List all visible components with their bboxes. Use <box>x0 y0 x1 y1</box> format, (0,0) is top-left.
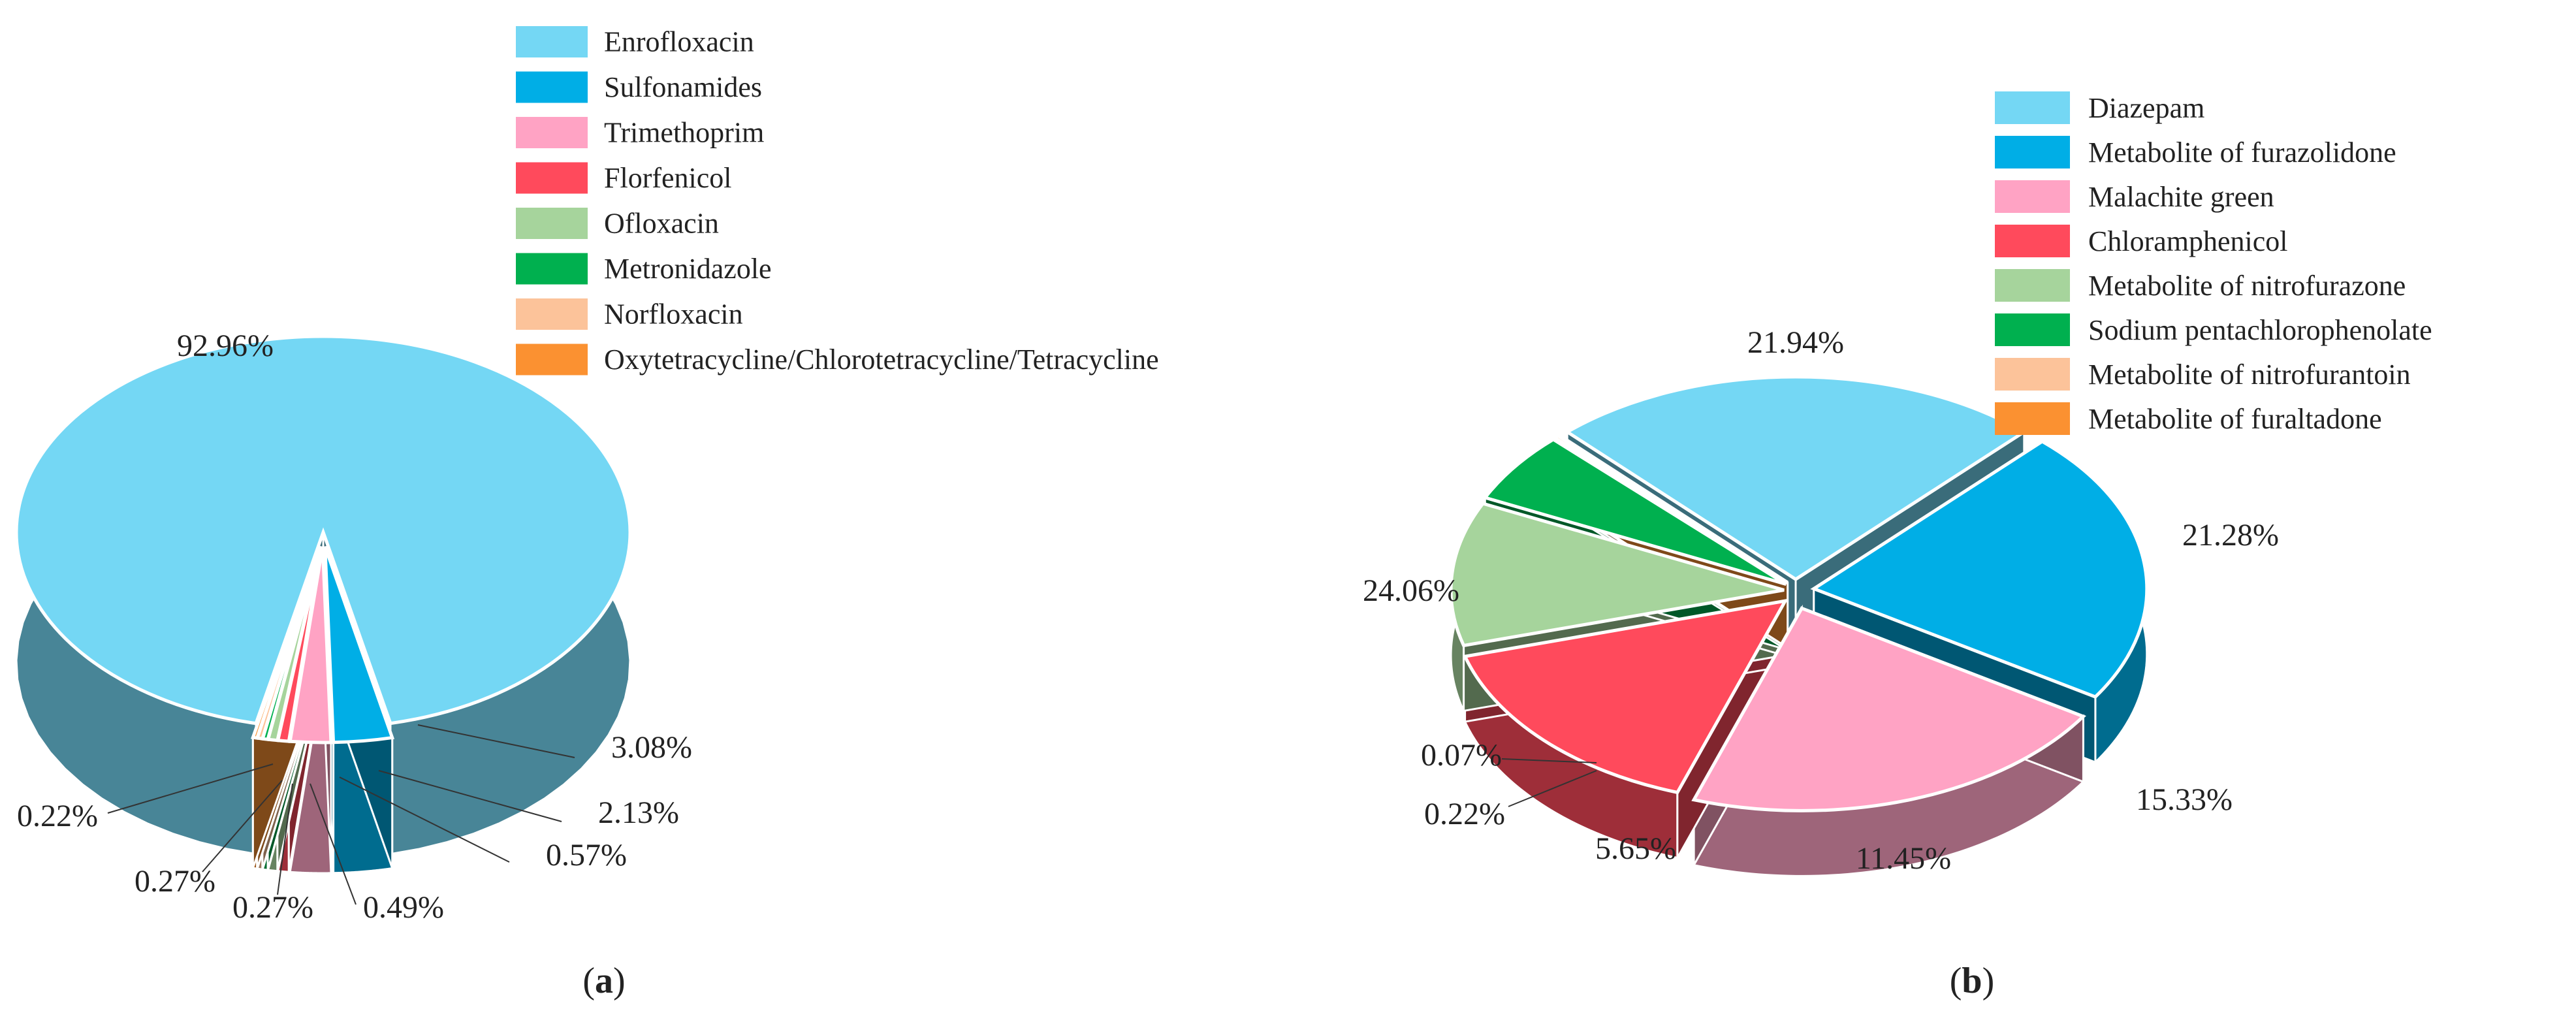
pie-b-legend: Diazepam Metabolite of furazolidone Malach… <box>1995 91 2432 435</box>
pie-a-slice-sulfonamides <box>323 546 395 744</box>
pie-a-label-enrofloxacin: 92.96% <box>177 328 274 363</box>
pie-b-label-malachite-green: 21.28% <box>2182 518 2279 552</box>
pie-chart-b: 24.06% 21.94% 21.28% 15.33% 11.45% 5.65% 0.22%… <box>1363 91 2432 1001</box>
pie-a-legend-label-ofloxacin: Ofloxacin <box>604 207 719 239</box>
pie-b-legend-swatch-malachite-green <box>1995 180 2070 213</box>
pie-a-leader-sulfonamides <box>417 724 575 758</box>
pie-a-slice-enrofloxacin <box>14 334 632 726</box>
pie-a-label-metronidazole: 0.27% <box>232 890 313 925</box>
pie-a-label-ofloxacin: 0.49% <box>363 890 444 925</box>
pie-b-legend-swatch-sodium-pentachlorophenolate <box>1995 313 2070 346</box>
pie-a-label-trimethoprim: 2.13% <box>598 795 679 830</box>
pie-b-legend-label-chloramphenicol: Chloramphenicol <box>2088 225 2288 257</box>
pie-a-percent-labels: 92.96% 3.08% 2.13% 0.57% 0.49% 0.27% 0.27% 0.22… <box>17 328 692 925</box>
pie-a-legend-swatch-trimethoprim <box>516 117 588 148</box>
pie-b-leader-metabolite-of-furaltadone <box>1501 758 1597 763</box>
pie-b-top-layer <box>1449 375 2149 812</box>
pie-b-legend-label-diazepam: Diazepam <box>2088 92 2204 124</box>
pie-b-slice-metabolite-of-furazolidone <box>1810 439 2149 699</box>
pie-a-leader-oxytetracycline-chlorotetracycline-tetracycline <box>107 763 274 814</box>
pie-a-leader-norfloxacin <box>202 780 283 872</box>
pie-a-legend-swatch-metronidazole <box>516 253 588 285</box>
pie-a-leader-trimethoprim <box>378 770 562 822</box>
pie-a-legend-label-oxytetracycline-chlorotetracycline-tetracycline: Oxytetracycline/Chlorotetracycline/Tetra… <box>604 344 1159 376</box>
pie-a-label-sulfonamides: 3.08% <box>611 730 692 765</box>
panel-a-caption: (a) <box>582 961 625 1001</box>
pie-a-label-oxytetracycline-chlorotetracycline-tetracycline: 0.22% <box>17 799 98 833</box>
pie-b-slice-sodium-pentachlorophenolate <box>1482 437 1787 586</box>
pie-a-legend-label-enrofloxacin: Enrofloxacin <box>604 25 754 57</box>
pie-a-top-layer <box>14 334 632 744</box>
pie-b-label-metabolite-of-nitrofurantoin: 0.22% <box>1424 797 1505 831</box>
pie-b-label-metabolite-of-furaltadone: 0.07% <box>1421 738 1502 773</box>
pie-a-legend-swatch-florfenicol <box>516 162 588 194</box>
pie-b-label-metabolite-of-furazolidone: 21.94% <box>1747 325 1844 360</box>
pie-b-label-metabolite-of-nitrofurazone: 11.45% <box>1856 841 1951 876</box>
pie-b-label-sodium-pentachlorophenolate: 5.65% <box>1595 831 1676 866</box>
pie-b-leader-lines <box>1501 758 1597 807</box>
pie-b-legend-swatch-metabolite-of-furaltadone <box>1995 402 2070 435</box>
pie-b-legend-label-metabolite-of-furazolidone: Metabolite of furazolidone <box>2088 136 2396 168</box>
pie-b-legend-label-metabolite-of-nitrofurantoin: Metabolite of nitrofurantoin <box>2088 359 2411 391</box>
pie-a-legend-swatch-enrofloxacin <box>516 26 588 57</box>
pie-b-legend-label-metabolite-of-furaltadone: Metabolite of furaltadone <box>2088 403 2382 435</box>
pie-a-legend-label-norfloxacin: Norfloxacin <box>604 298 743 330</box>
pie-b-slice-metabolite-of-furaltadone <box>1555 433 1789 584</box>
pie-a-legend-swatch-sulfonamides <box>516 71 588 103</box>
pie-b-legend-swatch-diazepam <box>1995 91 2070 124</box>
pie-b-legend-label-sodium-pentachlorophenolate: Sodium pentachlorophenolate <box>2088 314 2432 346</box>
panel-b-caption: (b) <box>1950 961 1994 1001</box>
pie-b-legend-swatch-chloramphenicol <box>1995 225 2070 257</box>
pie-a-slice-oxytetracycline-chlorotetracycline-tetracycline <box>250 545 322 740</box>
pie-b-percent-labels: 24.06% 21.94% 21.28% 15.33% 11.45% 5.65% 0.22%… <box>1363 325 2279 876</box>
pie-a-legend: Enrofloxacin Sulfonamides Trimethoprim Flor… <box>516 25 1159 376</box>
pie-a-legend-label-florfenicol: Florfenicol <box>604 162 732 194</box>
pie-b-legend-swatch-metabolite-of-nitrofurazone <box>1995 269 2070 302</box>
pie-b-slice-chloramphenicol <box>1462 598 1789 795</box>
pie-a-label-florfenicol: 0.57% <box>546 838 627 872</box>
pie-a-legend-swatch-ofloxacin <box>516 208 588 239</box>
pie-a-leader-ofloxacin <box>310 783 357 905</box>
pie-b-legend-label-malachite-green: Malachite green <box>2088 181 2274 213</box>
pie-b-legend-swatch-metabolite-of-nitrofurantoin <box>1995 358 2070 391</box>
pie-b-slice-malachite-green <box>1691 606 2086 812</box>
pie-b-slice-metabolite-of-nitrofurazone <box>1449 502 1785 648</box>
pie-b-leader-metabolite-of-nitrofurantoin <box>1508 770 1597 807</box>
pie-a-leader-metronidazole <box>277 783 293 895</box>
pie-a-leader-lines <box>107 724 575 905</box>
pie-a-legend-label-trimethoprim: Trimethoprim <box>604 116 764 148</box>
pie-a-legend-label-metronidazole: Metronidazole <box>604 253 772 285</box>
pie-b-label-chloramphenicol: 15.33% <box>2136 782 2233 817</box>
pie-b-slice-diazepam <box>1564 375 2027 581</box>
pie-a-label-norfloxacin: 0.27% <box>135 864 215 899</box>
pie-b-legend-swatch-metabolite-of-furazolidone <box>1995 136 2070 168</box>
pie-a-leader-florfenicol <box>339 776 510 863</box>
pie-a-legend-swatch-norfloxacin <box>516 298 588 330</box>
pie-b-label-diazepam: 24.06% <box>1363 573 1459 608</box>
pie-b-legend-label-metabolite-of-nitrofurazone: Metabolite of nitrofurazone <box>2088 270 2406 302</box>
pie-a-legend-swatch-oxytetracycline-chlorotetracycline-tetracycline <box>516 344 588 376</box>
pie-a-legend-label-sulfonamides: Sulfonamides <box>604 71 762 103</box>
pie-chart-a: 92.96% 3.08% 2.13% 0.57% 0.49% 0.27% 0.27% 0.22… <box>14 25 1159 1001</box>
